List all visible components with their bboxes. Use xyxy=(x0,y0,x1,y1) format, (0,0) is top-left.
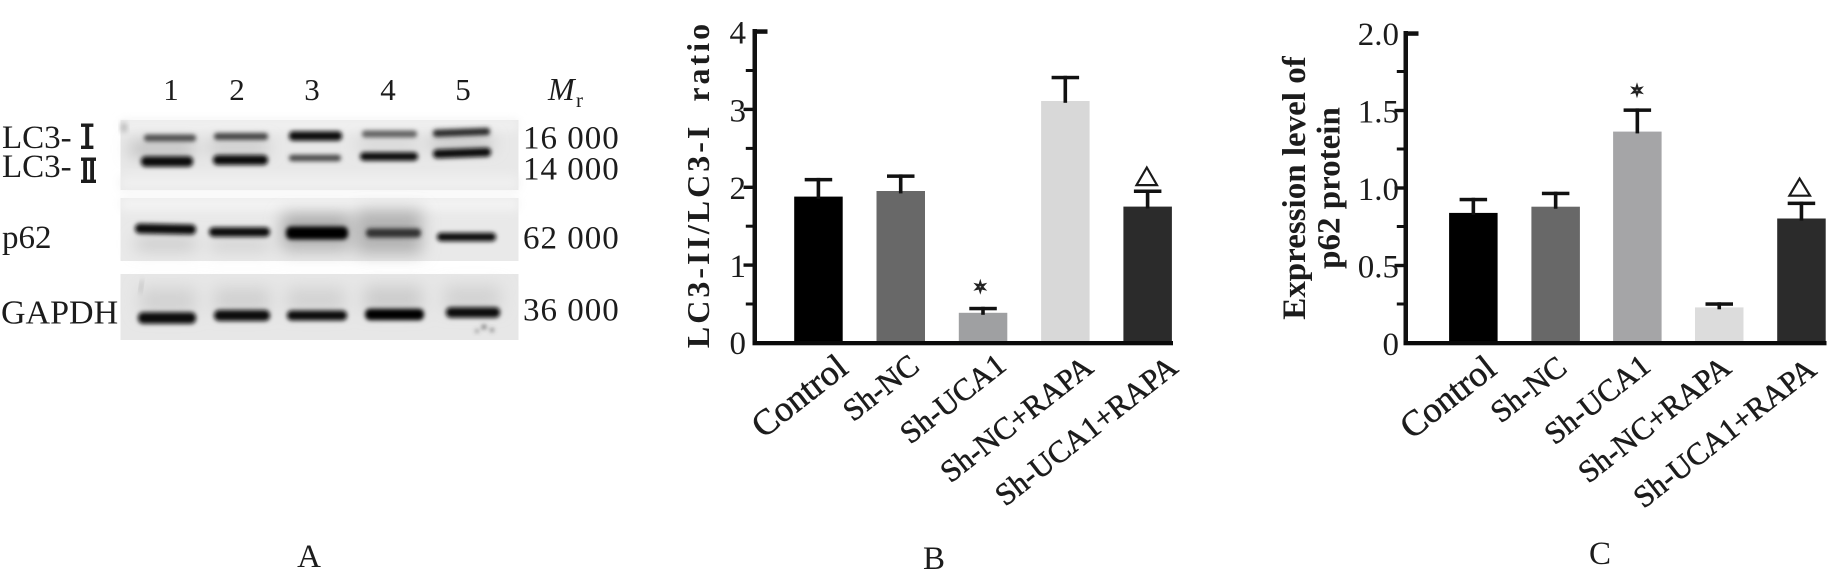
svg-text:5: 5 xyxy=(455,72,471,107)
svg-text:LC3-: LC3- xyxy=(2,149,72,185)
svg-text:Expression level of: Expression level of xyxy=(1277,55,1313,319)
svg-text:M: M xyxy=(547,71,577,107)
svg-text:36 000: 36 000 xyxy=(523,293,620,329)
svg-text:4: 4 xyxy=(730,16,747,52)
svg-text:4: 4 xyxy=(380,72,396,107)
svg-text:A: A xyxy=(297,539,321,575)
svg-text:0: 0 xyxy=(730,326,747,362)
svg-text:p62 protein: p62 protein xyxy=(1312,107,1348,269)
svg-text:3: 3 xyxy=(304,72,320,107)
svg-text:2: 2 xyxy=(229,72,245,107)
svg-text:2.0: 2.0 xyxy=(1358,17,1399,53)
svg-text:1: 1 xyxy=(163,72,179,107)
svg-text:LC3-II/LC3-I ratio: LC3-II/LC3-I ratio xyxy=(680,21,716,348)
svg-text:0.5: 0.5 xyxy=(1358,250,1399,286)
svg-text:16 000: 16 000 xyxy=(523,121,620,157)
svg-text:0: 0 xyxy=(1383,327,1400,363)
svg-text:1.0: 1.0 xyxy=(1358,172,1399,208)
svg-text:2: 2 xyxy=(730,171,747,207)
svg-text:C: C xyxy=(1589,536,1611,572)
svg-text:3: 3 xyxy=(730,93,747,129)
svg-text:p62: p62 xyxy=(2,220,52,256)
svg-text:14 000: 14 000 xyxy=(523,152,620,188)
svg-text:B: B xyxy=(923,541,945,577)
svg-text:62 000: 62 000 xyxy=(523,221,620,257)
svg-text:LC3-: LC3- xyxy=(2,120,72,156)
svg-text:1: 1 xyxy=(730,249,747,285)
svg-text:1.5: 1.5 xyxy=(1358,95,1399,131)
svg-text:r: r xyxy=(576,88,583,112)
svg-text:GAPDH: GAPDH xyxy=(1,295,118,332)
